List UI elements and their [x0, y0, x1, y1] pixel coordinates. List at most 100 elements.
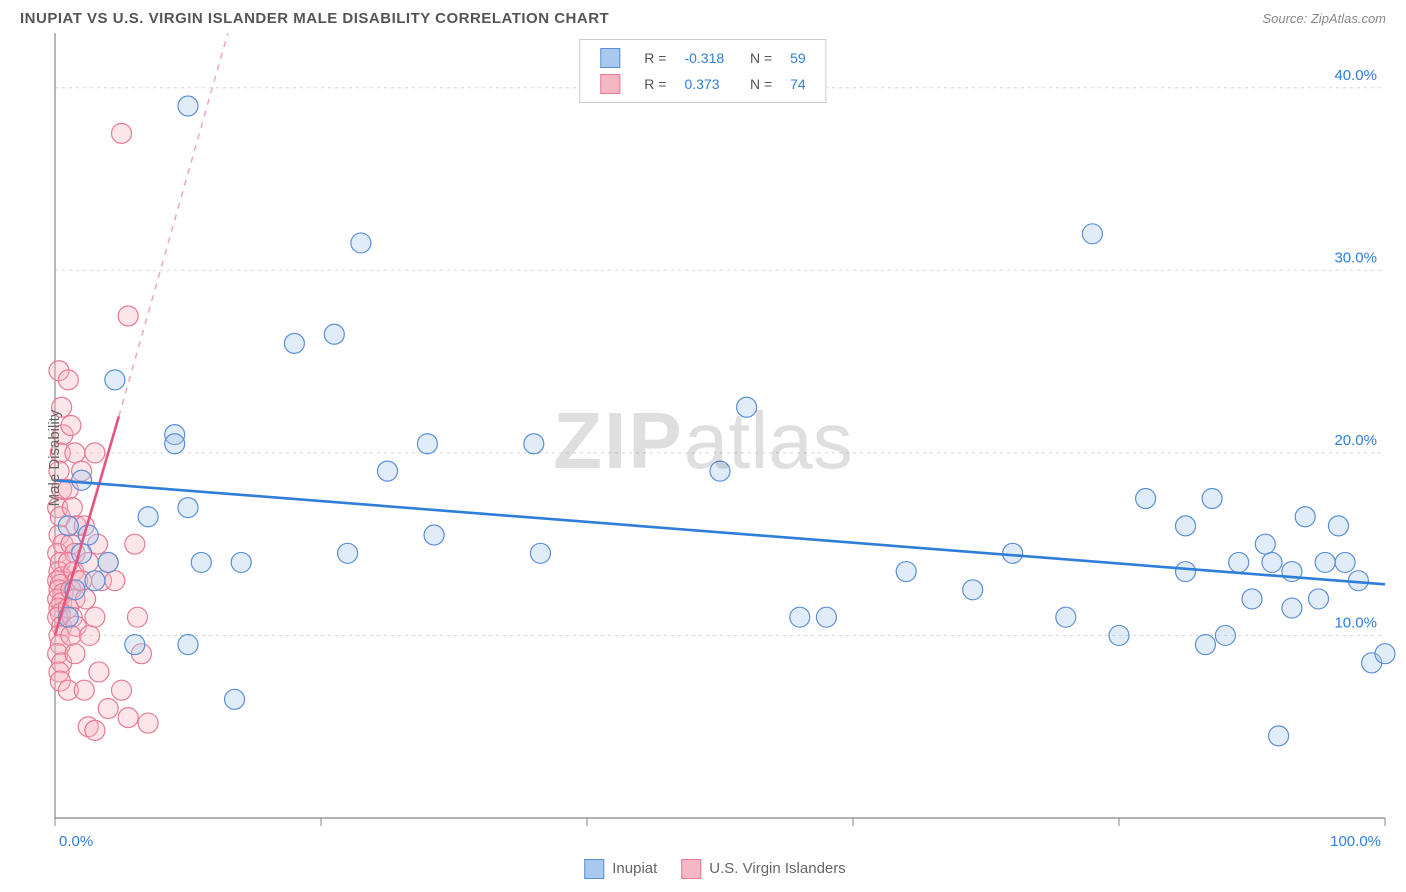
data-point — [1202, 489, 1222, 509]
scatter-chart: 10.0% 20.0% 30.0% 40.0% 0.0% 100.0% — [0, 33, 1406, 853]
data-point — [790, 607, 810, 627]
y-tick-label: 40.0% — [1334, 67, 1377, 84]
data-point — [1229, 552, 1249, 572]
data-point — [85, 607, 105, 627]
data-point — [284, 333, 304, 353]
legend-r-label: R = — [636, 72, 674, 96]
chart-container: Male Disability 10.0% 20.0% 30.0% 40.0% 0.0%… — [0, 33, 1406, 883]
data-point — [1242, 589, 1262, 609]
y-tick-label: 20.0% — [1334, 432, 1377, 449]
data-point — [127, 607, 147, 627]
data-point — [816, 607, 836, 627]
legend-label: U.S. Virgin Islanders — [709, 860, 845, 877]
chart-title: INUPIAT VS U.S. VIRGIN ISLANDER MALE DIS… — [20, 10, 609, 27]
data-point — [85, 720, 105, 740]
legend-swatch — [600, 48, 620, 68]
data-point — [61, 416, 81, 436]
data-point — [524, 434, 544, 454]
data-point — [530, 543, 550, 563]
source-attribution: Source: ZipAtlas.com — [1262, 11, 1386, 26]
data-point — [1309, 589, 1329, 609]
legend-stats: R =-0.318 N =59 R =0.373 N =74 — [579, 39, 826, 103]
data-point — [98, 698, 118, 718]
legend-n-value: 74 — [782, 72, 814, 96]
data-point — [80, 625, 100, 645]
data-point — [417, 434, 437, 454]
data-point — [324, 324, 344, 344]
data-point — [112, 680, 132, 700]
data-point — [1109, 625, 1129, 645]
data-point — [1255, 534, 1275, 554]
data-point — [118, 306, 138, 326]
data-point — [191, 552, 211, 572]
data-point — [424, 525, 444, 545]
data-point — [138, 713, 158, 733]
data-point — [105, 571, 125, 591]
data-point — [165, 434, 185, 454]
data-point — [1335, 552, 1355, 572]
data-point — [98, 552, 118, 572]
legend-series: Inupiat U.S. Virgin Islanders — [560, 859, 846, 879]
data-point — [963, 580, 983, 600]
data-point — [225, 689, 245, 709]
data-point — [118, 708, 138, 728]
data-point — [1269, 726, 1289, 746]
x-tick-label: 0.0% — [59, 833, 93, 850]
legend-n-label: N = — [734, 46, 780, 70]
data-point — [1315, 552, 1335, 572]
data-point — [72, 470, 92, 490]
data-point — [351, 233, 371, 253]
y-tick-label: 10.0% — [1334, 614, 1377, 631]
data-point — [1176, 516, 1196, 536]
data-point — [125, 635, 145, 655]
data-point — [65, 443, 85, 463]
data-point — [138, 507, 158, 527]
legend-r-value: 0.373 — [676, 72, 732, 96]
data-point — [1082, 224, 1102, 244]
data-point — [231, 552, 251, 572]
data-point — [178, 635, 198, 655]
data-point — [378, 461, 398, 481]
legend-r-label: R = — [636, 46, 674, 70]
data-point — [105, 370, 125, 390]
data-point — [1056, 607, 1076, 627]
y-tick-label: 30.0% — [1334, 249, 1377, 266]
data-point — [112, 123, 132, 143]
data-point — [61, 625, 81, 645]
legend-n-value: 59 — [782, 46, 814, 70]
legend-swatch — [681, 859, 701, 879]
data-point — [125, 534, 145, 554]
legend-n-label: N = — [734, 72, 780, 96]
data-point — [1295, 507, 1315, 527]
data-point — [1328, 516, 1348, 536]
x-tick-label: 100.0% — [1330, 833, 1381, 850]
data-point — [710, 461, 730, 481]
legend-r-value: -0.318 — [676, 46, 732, 70]
data-point — [1195, 635, 1215, 655]
data-point — [737, 397, 757, 417]
data-point — [896, 562, 916, 582]
trend-line-extrapolated — [119, 33, 228, 416]
data-point — [89, 662, 109, 682]
data-point — [85, 571, 105, 591]
legend-label: Inupiat — [612, 860, 657, 877]
data-point — [338, 543, 358, 563]
data-point — [1176, 562, 1196, 582]
y-axis-label: Male Disability — [46, 410, 63, 507]
data-point — [1003, 543, 1023, 563]
data-point — [1375, 644, 1395, 664]
data-point — [178, 96, 198, 116]
data-point — [1215, 625, 1235, 645]
legend-swatch — [584, 859, 604, 879]
header: INUPIAT VS U.S. VIRGIN ISLANDER MALE DIS… — [0, 0, 1406, 33]
data-point — [65, 644, 85, 664]
data-point — [58, 516, 78, 536]
legend-swatch — [600, 74, 620, 94]
data-point — [58, 370, 78, 390]
data-point — [74, 680, 94, 700]
data-point — [1282, 598, 1302, 618]
data-point — [1136, 489, 1156, 509]
data-point — [62, 498, 82, 518]
data-point — [85, 443, 105, 463]
data-point — [178, 498, 198, 518]
